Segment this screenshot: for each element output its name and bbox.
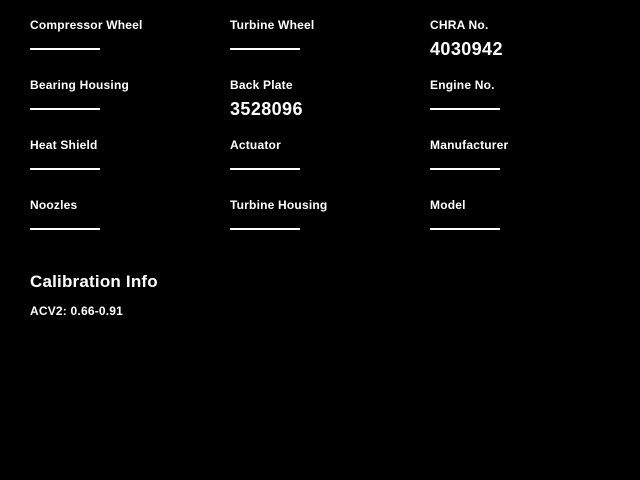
field-value: 3528096 — [230, 99, 303, 119]
blank-value-underline — [230, 228, 300, 230]
field-turbine-wheel[interactable]: Turbine Wheel — [230, 18, 430, 78]
field-bearing-housing[interactable]: Bearing Housing — [30, 78, 230, 138]
field-label: Turbine Wheel — [230, 18, 315, 32]
calibration-info-heading: Calibration Info — [30, 272, 158, 291]
field-label: Actuator — [230, 138, 281, 152]
calibration-acv2-entry: ACV2: 0.66-0.91 — [30, 304, 124, 318]
field-compressor-wheel[interactable]: Compressor Wheel — [30, 18, 230, 78]
blank-value-underline — [230, 48, 300, 50]
field-actuator[interactable]: Actuator — [230, 138, 430, 198]
field-label: Compressor Wheel — [30, 18, 143, 32]
field-back-plate[interactable]: Back Plate 3528096 — [230, 78, 430, 138]
field-label: Model — [430, 198, 466, 212]
blank-value-underline — [430, 108, 500, 110]
blank-value-underline — [230, 168, 300, 170]
field-heat-shield[interactable]: Heat Shield — [30, 138, 230, 198]
field-label: Heat Shield — [30, 138, 98, 152]
blank-value-underline — [30, 48, 100, 50]
field-label: CHRA No. — [430, 18, 489, 32]
field-chra-no[interactable]: CHRA No. 4030942 — [430, 18, 620, 78]
field-value: 4030942 — [430, 39, 503, 59]
blank-value-underline — [30, 228, 100, 230]
field-label: Back Plate — [230, 78, 293, 92]
field-label: Manufacturer — [430, 138, 509, 152]
field-turbine-housing[interactable]: Turbine Housing — [230, 198, 430, 258]
blank-value-underline — [430, 168, 500, 170]
field-label: Engine No. — [430, 78, 495, 92]
field-label: Noozles — [30, 198, 78, 212]
blank-value-underline — [430, 228, 500, 230]
blank-value-underline — [30, 108, 100, 110]
field-engine-no[interactable]: Engine No. — [430, 78, 620, 138]
fields-grid: Compressor Wheel Turbine Wheel CHRA No. … — [30, 18, 620, 258]
field-manufacturer[interactable]: Manufacturer — [430, 138, 620, 198]
field-noozles[interactable]: Noozles — [30, 198, 230, 258]
field-label: Bearing Housing — [30, 78, 130, 92]
blank-value-underline — [30, 168, 100, 170]
field-model[interactable]: Model — [430, 198, 620, 258]
field-label: Turbine Housing — [230, 198, 328, 212]
